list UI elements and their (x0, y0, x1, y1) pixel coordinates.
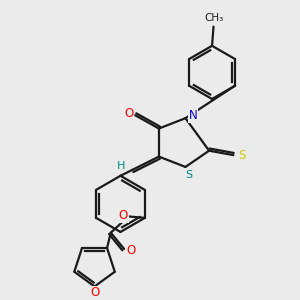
Text: N: N (188, 109, 197, 122)
Text: CH₃: CH₃ (204, 13, 223, 23)
Text: S: S (238, 148, 245, 162)
Text: O: O (90, 286, 99, 299)
Text: O: O (118, 209, 128, 222)
Text: O: O (124, 107, 134, 120)
Text: H: H (117, 161, 125, 171)
Text: O: O (126, 244, 135, 257)
Text: S: S (185, 170, 192, 180)
